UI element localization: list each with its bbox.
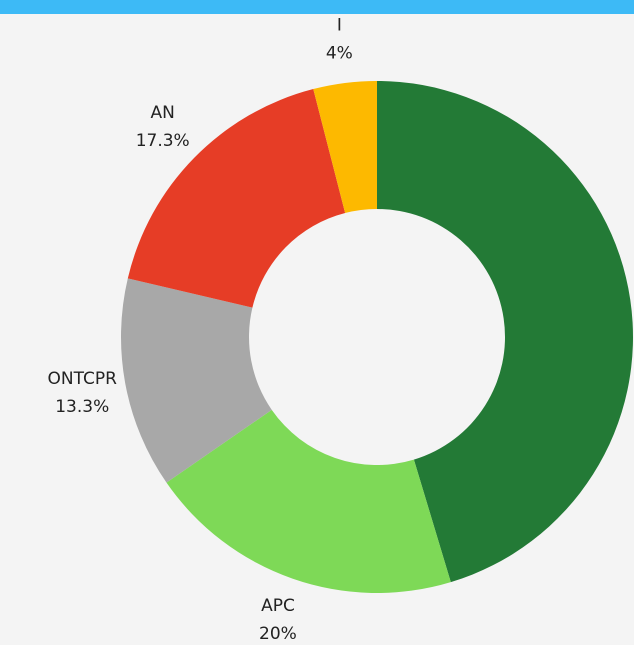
segment-label: APC — [261, 596, 295, 616]
segment-value-label: 17.3% — [136, 131, 190, 151]
segment-label: AN — [151, 103, 175, 123]
segment-value-label: 13.3% — [55, 397, 109, 417]
segment-value-label: 4% — [326, 43, 353, 63]
donut-segment — [377, 81, 633, 583]
segment-label: ONTCPR — [48, 369, 118, 389]
donut-segment — [166, 409, 451, 593]
donut-segment — [127, 89, 346, 308]
segment-label: I — [337, 15, 342, 35]
donut-segment — [120, 278, 272, 483]
segment-value-label: 20% — [259, 624, 297, 644]
donut-segment — [313, 81, 377, 214]
header-bar — [0, 0, 634, 14]
